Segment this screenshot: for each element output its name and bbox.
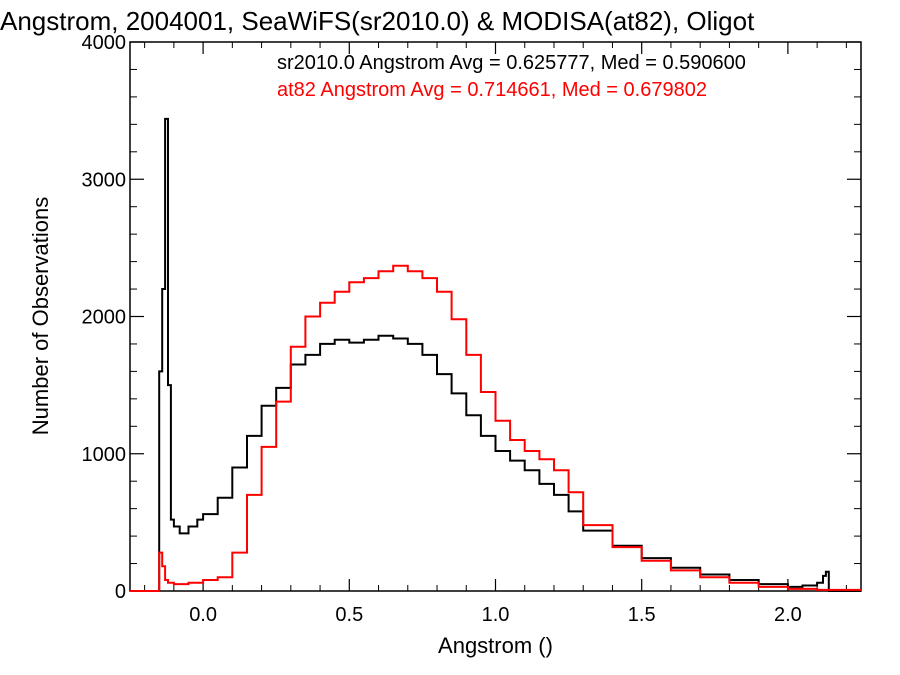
x-tick-label: 1.5 [628,604,656,626]
y-tick-label: 4000 [82,32,127,54]
y-axis-label: Number of Observations [28,197,53,435]
x-tick-label: 2.0 [774,604,802,626]
x-tick-label: 1.0 [482,604,510,626]
series-at82-line [130,264,862,592]
y-tick-label: 0 [115,581,126,603]
axis-ticks [130,41,861,592]
series-layer [130,117,862,592]
annotation-red-stats: at82 Angstrom Avg = 0.714661, Med = 0.67… [277,79,707,101]
plot-frame [129,41,862,592]
series-sr2010-line [130,117,861,592]
axis-tick-labels: 0.0 0.5 1.0 1.5 2.0 0 1000 2000 3000 4000 [82,32,802,626]
chart-title: Angstrom, 2004001, SeaWiFS(sr2010.0) & M… [0,6,755,36]
annotation-black-stats: sr2010.0 Angstrom Avg = 0.625777, Med = … [277,52,746,74]
x-tick-label: 0.0 [189,604,217,626]
x-axis-label: Angstrom () [438,633,553,658]
y-tick-label: 3000 [82,169,127,191]
x-tick-label: 0.5 [335,604,363,626]
y-tick-label: 1000 [82,444,127,466]
y-tick-label: 2000 [82,307,127,329]
